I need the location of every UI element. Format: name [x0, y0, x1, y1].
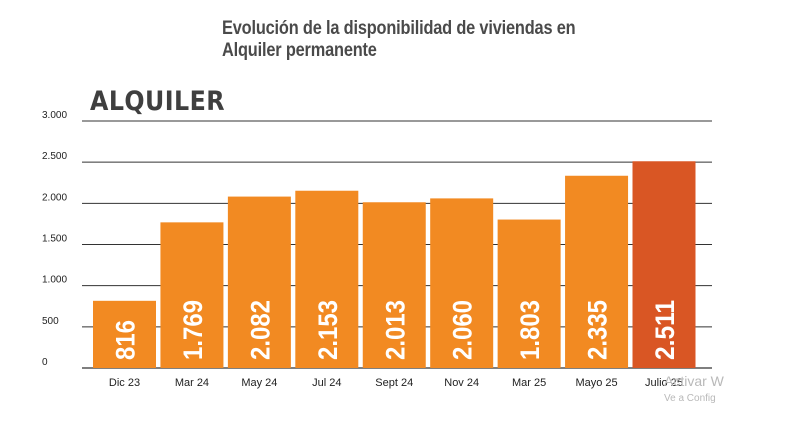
y-tick-label: 500 [42, 316, 59, 327]
chart-title-line2: Alquiler permanente [222, 40, 377, 61]
x-tick-label: Mayo 25 [575, 377, 617, 389]
axis-layer: 0 500 1.000 1.500 2.000 2.500 3.000 Dic 23 Mar 2… [42, 110, 683, 389]
bar-layer: 816 1.769 2.082 2.153 2.013 2.060 1.803 2.335 2.… [93, 161, 696, 368]
y-tick-label: 2.000 [42, 192, 67, 203]
x-tick-label: Mar 24 [175, 377, 209, 389]
x-tick-label: Jul 24 [312, 377, 341, 389]
bar-value-label: 1.803 [515, 300, 545, 360]
panel-label: ALQUILER [90, 86, 226, 117]
bar-value-label: 1.769 [178, 300, 208, 360]
x-tick-label: Dic 23 [109, 377, 140, 389]
watermark-text: Activar W [664, 373, 724, 389]
watermark-subtext: Ve a Config [664, 393, 716, 404]
chart-title: Evolución de la disponibilidad de vivien… [222, 18, 583, 62]
x-tick-label: Julio 25 [645, 377, 683, 389]
bar [497, 219, 561, 368]
bar-value-label: 2.335 [583, 300, 613, 360]
x-tick-label: Sept 24 [375, 377, 413, 389]
x-tick-label: May 24 [241, 377, 277, 389]
chart-title-line1: Evolución de la disponibilidad de vivien… [222, 18, 576, 39]
y-tick-label: 3.000 [42, 110, 67, 121]
bar-value-label: 2.013 [380, 300, 410, 360]
bar-value-label: 816 [111, 320, 141, 360]
bar [565, 175, 629, 368]
bar [93, 300, 156, 368]
y-tick-label: 2.500 [42, 151, 67, 162]
y-tick-label: 0 [42, 357, 48, 368]
bar-value-label: 2.153 [313, 300, 343, 360]
bar [160, 222, 224, 368]
x-tick-label: Mar 25 [512, 377, 546, 389]
x-tick-label: Nov 24 [444, 377, 479, 389]
bar [362, 202, 426, 368]
bar-value-label: 2.060 [448, 300, 478, 360]
bar [295, 190, 359, 368]
y-tick-label: 1.000 [42, 275, 67, 286]
y-tick-label: 1.500 [42, 234, 67, 245]
bar [227, 196, 291, 368]
bar [632, 161, 696, 368]
bar [430, 198, 494, 368]
bar-value-label: 2.082 [245, 300, 275, 360]
bar-value-label: 2.511 [650, 300, 680, 360]
